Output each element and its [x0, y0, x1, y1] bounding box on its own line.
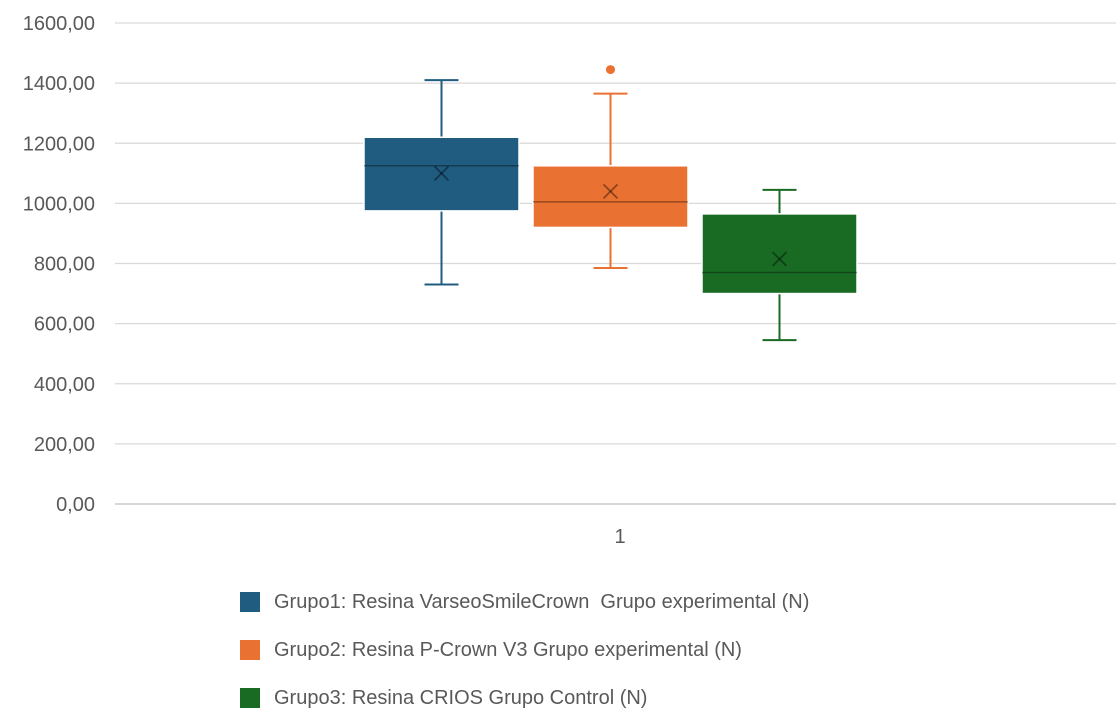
y-tick-label: 0,00 [56, 494, 95, 516]
y-tick-label: 800,00 [34, 254, 95, 276]
legend-label-grupo1: Grupo1: Resina VarseoSmileCrown Grupo ex… [274, 590, 810, 613]
y-tick-label: 1200,00 [23, 133, 95, 155]
mean-marker [602, 183, 619, 199]
box-series-grupo2 [532, 65, 689, 270]
legend-label-grupo2: Grupo2: Resina P-Crown V3 Grupo experime… [274, 638, 742, 661]
mean-marker [602, 183, 619, 199]
y-tick-label: 200,00 [34, 434, 95, 456]
box-series-grupo1 [363, 79, 520, 286]
y-tick-label: 600,00 [34, 314, 95, 336]
x-axis-tick-label: 1 [614, 526, 625, 548]
outlier-point [606, 65, 615, 75]
legend-label-grupo3: Grupo3: Resina CRIOS Grupo Control (N) [274, 686, 648, 709]
y-tick-label: 400,00 [34, 374, 95, 396]
legend-swatch-grupo3 [240, 688, 260, 708]
y-tick-label: 1400,00 [23, 73, 95, 95]
mean-marker [433, 165, 450, 181]
gridlines [115, 22, 1116, 505]
mean-marker [771, 251, 788, 267]
box-iqr [701, 213, 858, 295]
box-iqr [532, 165, 689, 229]
legend-item-grupo3: Grupo3: Resina CRIOS Grupo Control (N) [240, 674, 809, 722]
box-plot-chart: 0,00 200,00 400,00 600,00 800,00 1000,00 1200,… [23, 13, 1116, 548]
mean-marker [771, 251, 788, 267]
legend-swatch-grupo2 [240, 640, 260, 660]
box-iqr [363, 136, 520, 212]
legend-swatch-grupo1 [240, 592, 260, 612]
mean-marker [433, 165, 450, 181]
y-tick-label: 1600,00 [23, 13, 95, 35]
legend-item-grupo2: Grupo2: Resina P-Crown V3 Grupo experime… [240, 626, 809, 674]
y-tick-label: 1000,00 [23, 193, 95, 215]
box-series [363, 65, 858, 342]
box-series-grupo3 [701, 188, 858, 342]
legend-item-grupo1: Grupo1: Resina VarseoSmileCrown Grupo ex… [240, 578, 809, 626]
legend: Grupo1: Resina VarseoSmileCrown Grupo ex… [240, 578, 809, 722]
y-axis-tick-labels: 0,00 200,00 400,00 600,00 800,00 1000,00 1200,… [23, 13, 95, 516]
